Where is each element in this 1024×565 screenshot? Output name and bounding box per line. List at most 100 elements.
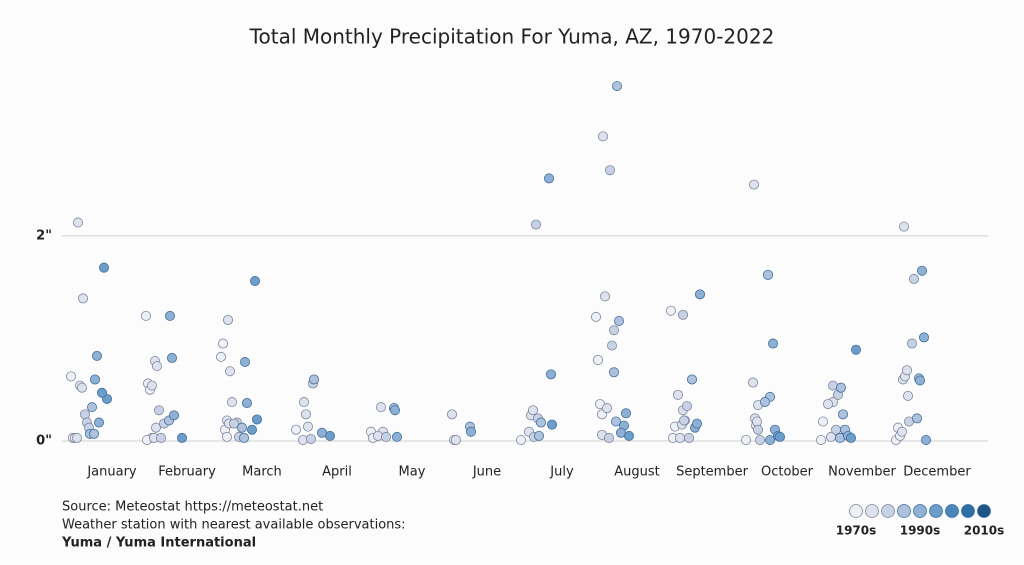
point [228, 418, 239, 429]
legend-swatch [849, 504, 863, 518]
legend-swatch [929, 504, 943, 518]
point [153, 405, 164, 416]
x-tick-label: January [86, 465, 137, 480]
point [752, 416, 763, 427]
point [607, 340, 618, 351]
point [94, 417, 105, 428]
point [749, 179, 760, 190]
point [755, 434, 766, 445]
point [324, 430, 335, 441]
point [684, 432, 695, 443]
point [598, 131, 609, 142]
point [146, 380, 157, 391]
point [604, 432, 615, 443]
point [140, 310, 151, 321]
point [87, 402, 98, 413]
point [915, 375, 926, 386]
x-tick-label: November [828, 465, 896, 480]
point [241, 398, 252, 409]
y-tick-label: 2" [36, 228, 52, 243]
point [909, 273, 920, 284]
point [375, 402, 386, 413]
point [446, 409, 457, 420]
point [695, 289, 706, 300]
point [899, 221, 910, 232]
point [155, 432, 166, 443]
point [666, 305, 677, 316]
point [605, 165, 616, 176]
point [897, 426, 908, 437]
point [300, 409, 311, 420]
point [302, 421, 313, 432]
point [236, 422, 247, 433]
point [609, 367, 620, 378]
point [72, 432, 83, 443]
legend-swatch [977, 504, 991, 518]
point [534, 430, 545, 441]
point [217, 338, 228, 349]
point [547, 419, 558, 430]
point [531, 219, 542, 230]
x-tick-label: October [761, 465, 814, 480]
point [687, 374, 698, 385]
point [600, 291, 611, 302]
point [921, 434, 932, 445]
point [536, 417, 547, 428]
point [465, 426, 476, 437]
x-tick-label: April [322, 465, 352, 480]
point [305, 433, 316, 444]
point [763, 269, 774, 280]
point [851, 344, 862, 355]
x-tick-label: August [614, 465, 660, 480]
point [251, 414, 262, 425]
legend-label: 1970s [836, 524, 877, 538]
point [238, 432, 249, 443]
chart-title: Total Monthly Precipitation For Yuma, AZ… [249, 25, 775, 49]
point [912, 413, 923, 424]
x-tick-label: March [242, 465, 282, 480]
point [226, 397, 237, 408]
point [249, 275, 260, 286]
y-tick-label: 0" [36, 434, 52, 449]
x-tick-label: September [676, 465, 749, 480]
point [239, 357, 250, 368]
point [846, 432, 857, 443]
point [66, 371, 77, 382]
point [544, 173, 555, 184]
point [78, 293, 89, 304]
point [748, 377, 759, 388]
note: Weather station with nearest available o… [62, 518, 406, 533]
point [222, 314, 233, 325]
point [818, 416, 829, 427]
point [768, 338, 779, 349]
point [516, 434, 527, 445]
point [673, 389, 684, 400]
point [290, 424, 301, 435]
point [609, 325, 620, 336]
point [168, 410, 179, 421]
point [678, 309, 689, 320]
legend-swatch [945, 504, 959, 518]
point [450, 434, 461, 445]
point [614, 315, 625, 326]
point [164, 310, 175, 321]
x-tick-label: June [472, 465, 501, 480]
point [760, 397, 771, 408]
point [917, 265, 928, 276]
point [816, 434, 827, 445]
station: Yuma / Yuma International [61, 536, 256, 551]
legend-swatch [865, 504, 879, 518]
point [675, 432, 686, 443]
point [224, 366, 235, 377]
point [682, 401, 693, 412]
point [602, 403, 613, 414]
point [903, 390, 914, 401]
point [97, 387, 108, 398]
point [907, 338, 918, 349]
point [246, 424, 257, 435]
x-tick-label: July [549, 465, 574, 480]
point [753, 424, 764, 435]
point [612, 81, 623, 92]
